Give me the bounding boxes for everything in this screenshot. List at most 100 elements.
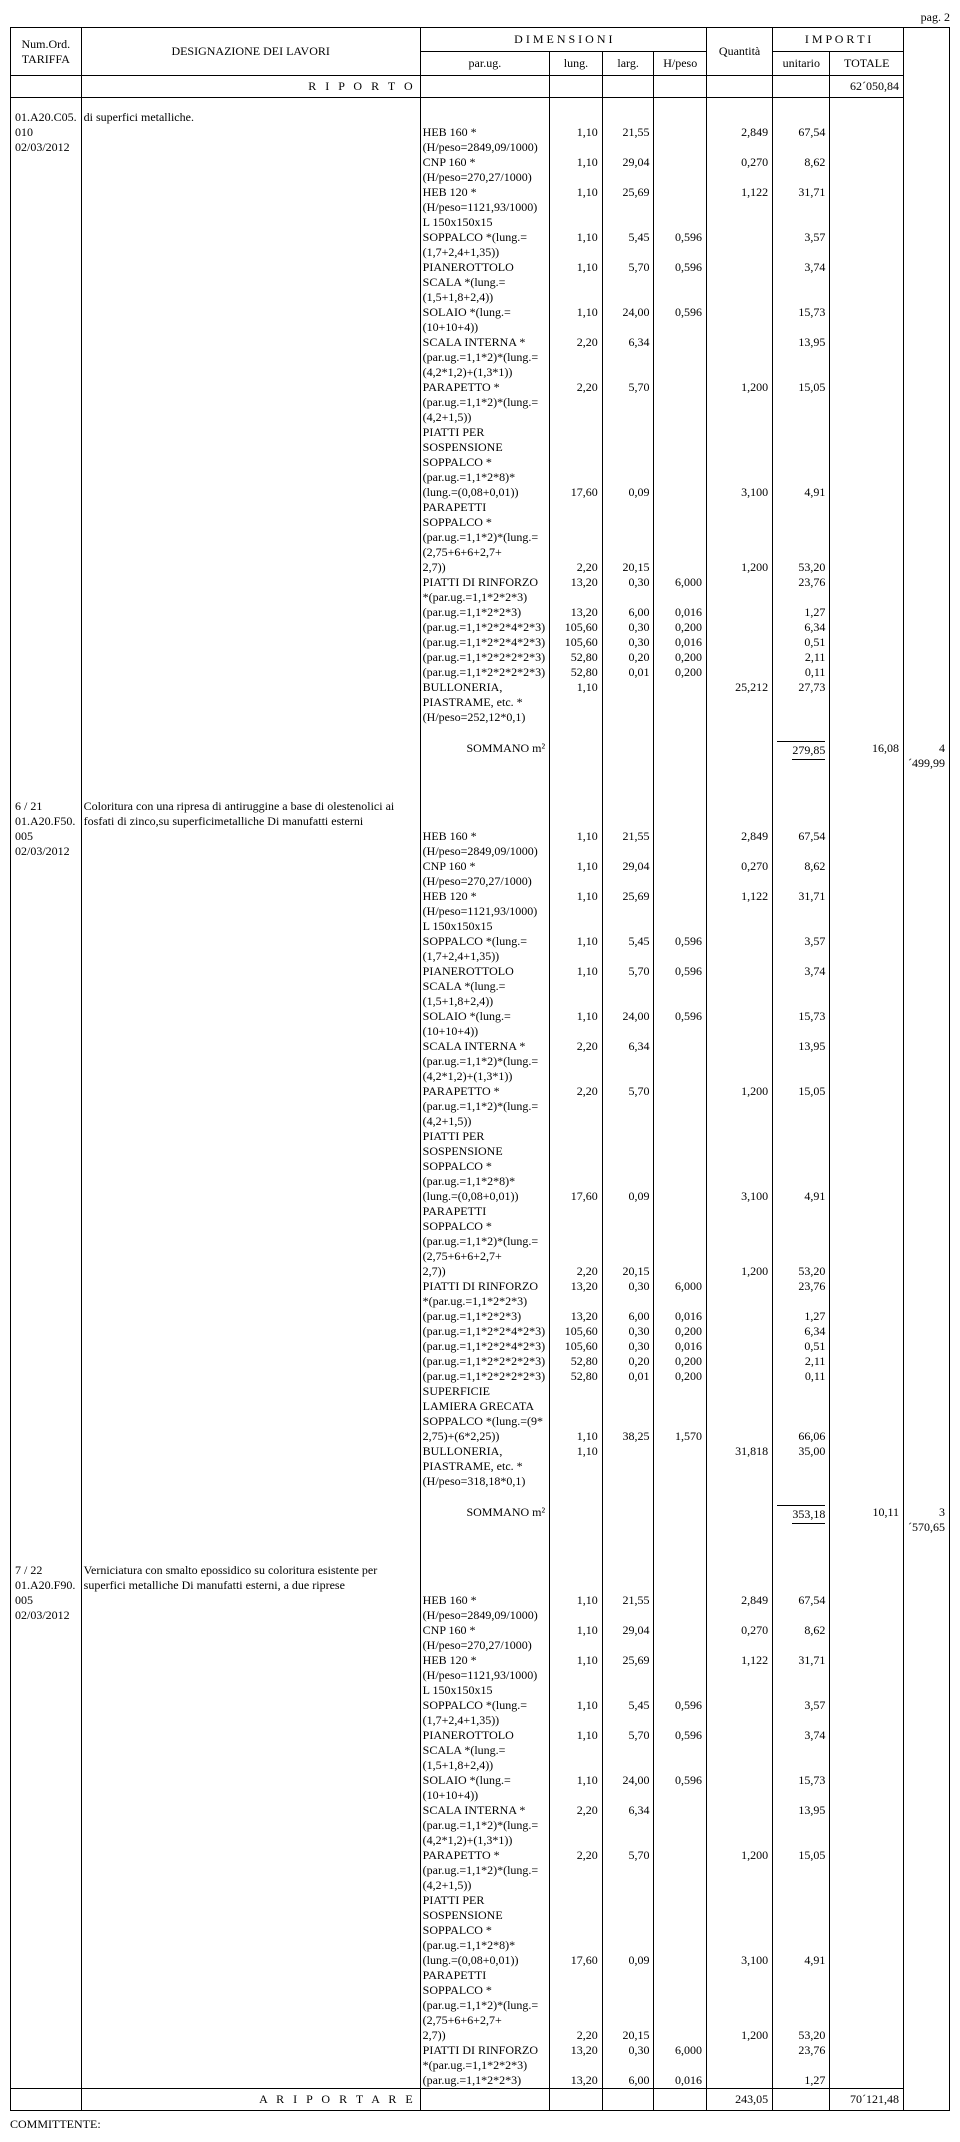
parug-cell [550,1893,603,1953]
hpeso-cell [706,305,772,335]
hpeso-cell [706,635,772,650]
qty-cell: 15,05 [773,1848,830,1893]
desc-cell: CNP 160 *(H/peso=270,27/1000) [420,1623,549,1653]
lung-cell: 25,69 [602,1653,654,1683]
qty-cell [773,1204,830,1264]
lung-cell: 0,30 [602,2043,654,2073]
lung-cell: 25,69 [602,185,654,215]
table-row: SOPPALCO *(lung.=(1,7+2,4+1,35)) 1,10 5,… [11,1698,950,1728]
table-row: SOPPALCO *(lung.=(1,7+2,4+1,35)) 1,10 5,… [11,230,950,260]
table-row: 6 / 2101.A20.F50.00502/03/2012 Coloritur… [11,799,950,814]
parug-cell: 1,10 [550,964,603,1009]
parug-cell: 2,20 [550,1803,603,1848]
table-row: SOLAIO *(lung.=(10+10+4)) 1,10 24,00 0,5… [11,1009,950,1039]
qty-cell: 66,06 [773,1429,830,1444]
table-row: (par.ug.=1,1*2*2*2*2*3) 52,80 0,20 0,200… [11,650,950,665]
hpeso-cell [706,1354,772,1369]
hpeso-cell: 2,849 [706,829,772,859]
table-row: PIANEROTTOLO SCALA *(lung.=(1,5+1,8+2,4)… [11,260,950,305]
desc-cell: 2,7)) [420,1264,549,1279]
lung-cell [602,500,654,560]
hpeso-cell [706,1893,772,1953]
qty-cell: 35,00 [773,1444,830,1489]
larg-cell [654,889,707,919]
larg-cell: 0,016 [654,605,707,620]
table-row: PARAPETTI SOPPALCO *(par.ug.=1,1*2)*(lun… [11,1204,950,1264]
larg-cell [654,1893,707,1953]
hpeso-cell: 3,100 [706,485,772,500]
parug-cell: 2,20 [550,1084,603,1129]
lung-cell: 5,70 [602,1848,654,1893]
table-row: PIATTI PER SOSPENSIONE SOPPALCO *(par.ug… [11,1129,950,1189]
table-row: (par.ug.=1,1*2*2*4*2*3) 105,60 0,30 0,01… [11,1339,950,1354]
desc-cell: SCALA INTERNA *(par.ug.=1,1*2)*(lung.=(4… [420,335,549,380]
desc-cell: SOPPALCO *(lung.=(1,7+2,4+1,35)) [420,1698,549,1728]
table-row: HEB 160 *(H/peso=2849,09/1000) 1,10 21,5… [11,1593,950,1623]
larg-cell [654,560,707,575]
desc-cell: (par.ug.=1,1*2*2*4*2*3) [420,1324,549,1339]
qty-cell: 67,54 [773,1593,830,1623]
table-row: SOLAIO *(lung.=(10+10+4)) 1,10 24,00 0,5… [11,305,950,335]
table-row: HEB 120 *(H/peso=1121,93/1000) 1,10 25,6… [11,889,950,919]
parug-cell: 1,10 [550,889,603,919]
qty-cell: 1,27 [773,605,830,620]
desc-cell: PARAPETTI SOPPALCO *(par.ug.=1,1*2)*(lun… [420,1968,549,2028]
larg-cell [654,1593,707,1623]
lung-cell [602,1893,654,1953]
parug-cell [550,1384,603,1429]
lung-cell [602,680,654,725]
larg-cell: 6,000 [654,575,707,605]
parug-cell: 17,60 [550,1189,603,1204]
table-row: PARAPETTO *(par.ug.=1,1*2)*(lung.=(4,2+1… [11,1084,950,1129]
larg-cell [654,500,707,560]
hpeso-cell: 1,200 [706,2028,772,2043]
desc-cell: L 150x150x15 [420,215,549,230]
table-row: PIATTI PER SOSPENSIONE SOPPALCO *(par.ug… [11,425,950,485]
larg-cell: 0,200 [654,1354,707,1369]
lung-cell [602,1129,654,1189]
larg-cell [654,155,707,185]
parug-cell: 1,10 [550,1444,603,1489]
desc-cell: 2,75)+(6*2,25)) [420,1429,549,1444]
hpeso-cell: 1,122 [706,1653,772,1683]
hdr-quantita: Quantità [706,28,772,76]
hpeso-cell [706,230,772,260]
desc-cell: (lung.=(0,08+0,01)) [420,1189,549,1204]
larg-cell [654,1084,707,1129]
qty-cell [773,1129,830,1189]
parug-cell: 1,10 [550,1773,603,1803]
qty-cell: 2,11 [773,650,830,665]
qty-cell: 27,73 [773,680,830,725]
sommano-row: SOMMANO m² 279,85 16,08 4´499,99 [11,737,950,775]
larg-cell [654,1953,707,1968]
qty-cell: 23,76 [773,2043,830,2073]
table-row: L 150x150x15 [11,919,950,934]
table-row: 2,7)) 2,20 20,15 1,200 53,20 [11,1264,950,1279]
larg-cell [654,425,707,485]
desc-cell: L 150x150x15 [420,919,549,934]
larg-cell [654,1653,707,1683]
hpeso-cell [706,665,772,680]
larg-cell: 0,016 [654,635,707,650]
hpeso-cell [706,425,772,485]
parug-cell: 1,10 [550,1009,603,1039]
lung-cell: 0,30 [602,1279,654,1309]
desc-cell: SUPERFICIE LAMIERA GRECATA SOPPALCO *(lu… [420,1384,549,1429]
lung-cell: 21,55 [602,125,654,155]
table-row: PIATTI DI RINFORZO *(par.ug.=1,1*2*2*3) … [11,1279,950,1309]
parug-cell: 13,20 [550,605,603,620]
desc-cell: BULLONERIA, PIASTRAME, etc. *(H/peso=318… [420,1444,549,1489]
hpeso-cell [706,1324,772,1339]
table-row: SUPERFICIE LAMIERA GRECATA SOPPALCO *(lu… [11,1384,950,1429]
hpeso-cell: 1,122 [706,185,772,215]
qty-cell [773,500,830,560]
qty-cell: 31,71 [773,1653,830,1683]
desc-cell: HEB 160 *(H/peso=2849,09/1000) [420,1593,549,1623]
lung-cell: 0,30 [602,1324,654,1339]
table-row: 7 / 2201.A20.F90.00502/03/2012 Verniciat… [11,1563,950,1578]
lung-cell [602,425,654,485]
larg-cell [654,485,707,500]
table-row: 2,7)) 2,20 20,15 1,200 53,20 [11,2028,950,2043]
desc-cell: HEB 120 *(H/peso=1121,93/1000) [420,889,549,919]
larg-cell [654,2028,707,2043]
